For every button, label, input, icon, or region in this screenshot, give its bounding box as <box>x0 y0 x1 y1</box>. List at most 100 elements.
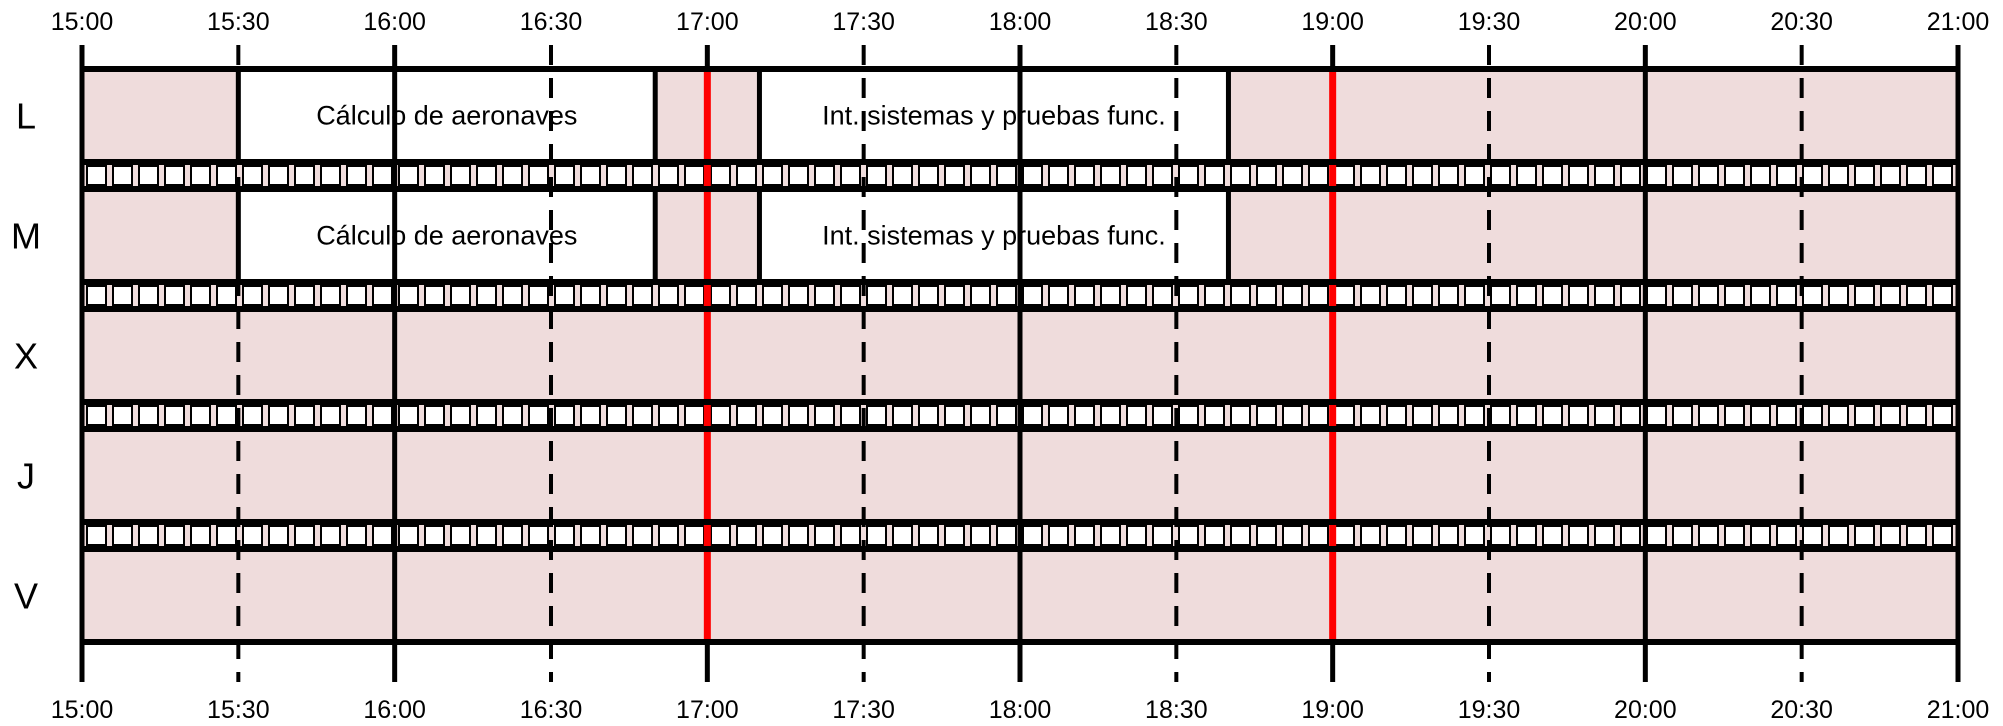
separator-cell <box>1776 525 1797 546</box>
separator-cell <box>710 405 731 426</box>
separator-cell <box>1022 165 1043 186</box>
separator-cell <box>606 525 627 546</box>
separator-cell <box>1022 525 1043 546</box>
separator-cell <box>658 285 679 306</box>
separator-cell <box>1672 165 1693 186</box>
separator-cell <box>1256 165 1277 186</box>
separator-cell <box>1386 285 1407 306</box>
separator-cell <box>632 165 653 186</box>
separator-cell <box>710 285 731 306</box>
separator-cell <box>528 405 549 426</box>
separator-cell <box>1412 165 1433 186</box>
separator-cell <box>528 165 549 186</box>
top-time-label: 18:00 <box>989 8 1052 36</box>
separator-cell <box>1178 165 1199 186</box>
separator-cell <box>372 405 393 426</box>
separator-cell <box>1412 285 1433 306</box>
separator-cell <box>1048 525 1069 546</box>
separator-cell <box>1750 165 1771 186</box>
separator-cell <box>502 405 523 426</box>
top-time-label: 16:00 <box>363 8 426 36</box>
separator-cell <box>1698 285 1719 306</box>
separator-cell <box>112 285 133 306</box>
separator-cell <box>1230 285 1251 306</box>
separator-cell <box>762 405 783 426</box>
separator-cell <box>1516 525 1537 546</box>
separator-cell <box>320 405 341 426</box>
separator-cell <box>294 165 315 186</box>
separator-cell <box>86 525 107 546</box>
separator-cell <box>502 165 523 186</box>
separator-cell <box>1750 525 1771 546</box>
top-time-label: 17:00 <box>676 8 739 36</box>
top-time-label: 15:00 <box>51 8 114 36</box>
separator-cell <box>1620 165 1641 186</box>
separator-cell <box>970 165 991 186</box>
separator-cell <box>1828 405 1849 426</box>
top-time-label: 20:30 <box>1770 8 1833 36</box>
separator-cell <box>996 165 1017 186</box>
separator-cell <box>86 405 107 426</box>
separator-cell <box>554 405 575 426</box>
separator-cell <box>788 165 809 186</box>
separator-cell <box>1828 525 1849 546</box>
separator-cell <box>450 525 471 546</box>
separator-cell <box>1802 405 1823 426</box>
separator-cell <box>1438 405 1459 426</box>
separator-cell <box>1880 165 1901 186</box>
separator-cell <box>762 525 783 546</box>
separator-cell <box>1672 285 1693 306</box>
separator-cell <box>944 405 965 426</box>
separator-cell <box>216 525 237 546</box>
separator-cell <box>1906 525 1927 546</box>
bottom-time-label: 19:00 <box>1301 696 1364 724</box>
separator-cell <box>970 525 991 546</box>
separator-cell <box>1412 525 1433 546</box>
separator-cell <box>1776 165 1797 186</box>
separator-cell <box>1204 525 1225 546</box>
separator-cell <box>242 165 263 186</box>
separator-cell <box>1100 405 1121 426</box>
top-time-label: 21:00 <box>1927 8 1990 36</box>
separator-cell <box>918 405 939 426</box>
separator-cell <box>554 285 575 306</box>
course-block-label: Int. sistemas y pruebas func. <box>822 101 1166 131</box>
separator-cell <box>372 525 393 546</box>
separator-cell <box>294 285 315 306</box>
top-time-label: 18:30 <box>1145 8 1208 36</box>
separator-cell <box>1516 165 1537 186</box>
course-block-label: Cálculo de aeronaves <box>316 101 577 131</box>
separator-cell <box>1204 165 1225 186</box>
separator-cell <box>1256 285 1277 306</box>
separator-cell <box>320 525 341 546</box>
separator-cell <box>1152 285 1173 306</box>
bottom-time-label: 17:00 <box>676 696 739 724</box>
separator-cell <box>1542 405 1563 426</box>
separator-cell <box>918 285 939 306</box>
separator-cell <box>866 525 887 546</box>
separator-cell <box>1906 165 1927 186</box>
separator-cell <box>1074 165 1095 186</box>
separator-cell <box>762 285 783 306</box>
separator-cell <box>1178 525 1199 546</box>
separator-cell <box>1256 405 1277 426</box>
separator-cell <box>918 165 939 186</box>
separator-cell <box>1646 285 1667 306</box>
separator-cell <box>684 165 705 186</box>
separator-cell <box>112 405 133 426</box>
separator-cell <box>1490 165 1511 186</box>
separator-cell <box>1750 405 1771 426</box>
separator-cell <box>580 405 601 426</box>
separator-cell <box>242 285 263 306</box>
separator-cell <box>1724 165 1745 186</box>
course-block-label: Int. sistemas y pruebas func. <box>822 221 1166 251</box>
separator-cell <box>1126 285 1147 306</box>
separator-cell <box>814 285 835 306</box>
separator-cell <box>1620 525 1641 546</box>
separator-cell <box>1464 165 1485 186</box>
separator-cell <box>1802 285 1823 306</box>
separator-cell <box>476 285 497 306</box>
separator-cell <box>242 405 263 426</box>
separator-cell <box>1074 525 1095 546</box>
